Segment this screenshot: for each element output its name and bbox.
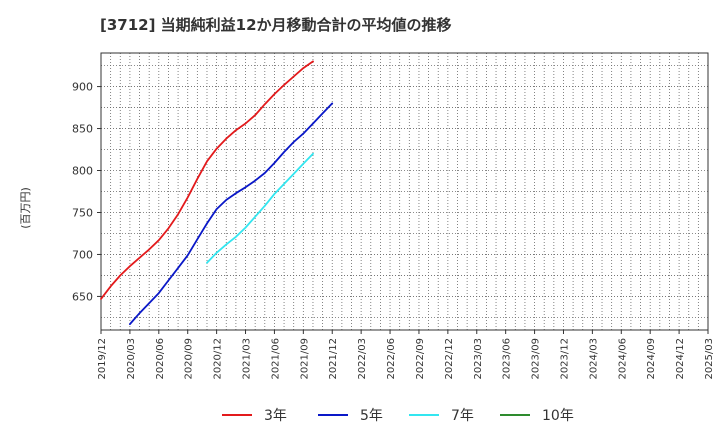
legend-label: 7年 — [451, 408, 474, 424]
x-tick-label: 2021/06 — [270, 338, 281, 380]
series-line — [128, 102, 334, 326]
y-tick-label: 650 — [72, 290, 93, 303]
y-tick-label: 750 — [72, 206, 93, 219]
x-tick-label: 2020/12 — [213, 338, 224, 380]
x-tick-label: 2020/03 — [126, 338, 137, 380]
x-tick-label: 2024/06 — [617, 338, 628, 380]
plot-frame — [100, 52, 709, 331]
x-tick-label: 2024/09 — [646, 338, 657, 380]
chart-title: [3712] 当期純利益12か月移動合計の平均値の推移 — [100, 16, 452, 34]
x-tick-label: 2019/12 — [97, 338, 108, 380]
x-tick-label: 2020/09 — [184, 338, 195, 380]
x-tick-label: 2024/03 — [588, 338, 599, 380]
x-tick-label: 2020/06 — [155, 338, 166, 380]
legend-label: 10年 — [542, 408, 574, 424]
x-tick-label: 2023/06 — [502, 338, 513, 380]
x-tick-label: 2022/09 — [415, 338, 426, 380]
series-line — [206, 152, 314, 264]
y-tick-label: 900 — [72, 81, 93, 94]
y-tick-label: 800 — [72, 165, 93, 178]
x-tick-label: 2023/09 — [531, 338, 542, 380]
x-tick-label: 2021/09 — [299, 338, 310, 380]
x-tick-label: 2022/06 — [386, 338, 397, 380]
x-tick-label: 2023/12 — [559, 338, 570, 380]
x-tick-label: 2024/12 — [675, 338, 686, 380]
x-tick-label: 2025/03 — [704, 338, 715, 380]
y-tick-label: 850 — [72, 123, 93, 136]
series-line — [100, 60, 314, 300]
x-tick-label: 2022/03 — [357, 338, 368, 380]
x-tick-label: 2022/12 — [444, 338, 455, 380]
x-tick-label: 2021/12 — [328, 338, 339, 380]
y-tick-label: 700 — [72, 248, 93, 261]
x-tick-label: 2023/03 — [473, 338, 484, 380]
legend-label: 3年 — [264, 408, 287, 424]
x-tick-label: 2021/03 — [242, 338, 253, 380]
legend-label: 5年 — [360, 408, 383, 424]
